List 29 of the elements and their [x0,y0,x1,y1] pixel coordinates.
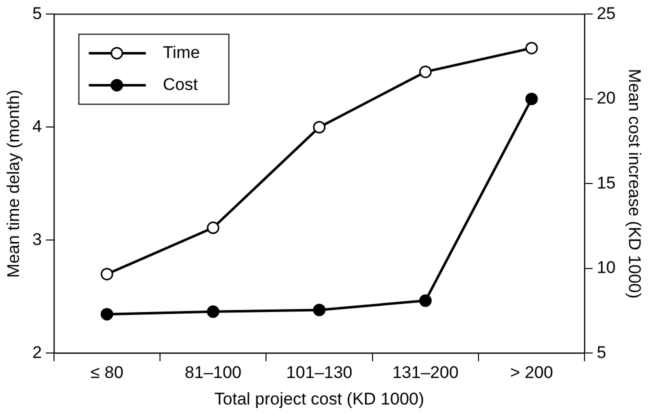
x-tick-label: > 200 [510,363,554,382]
y-tick-label: 5 [32,4,42,23]
point [419,294,432,307]
y2-axis-title: Mean cost increase (KD 1000) [625,68,644,299]
y2-tick-label: 10 [596,258,616,278]
point [525,42,538,54]
y-tick-label: 2 [32,342,42,362]
x-axis-title: Total project cost (KD 1000) [214,389,424,408]
y2-tick-label: 20 [596,88,616,108]
y-tick-label: 4 [32,116,42,136]
point [206,305,220,318]
x-tick-label: 101–130 [286,363,352,382]
y2-tick-label: 5 [596,342,606,362]
point [100,308,114,320]
point [313,304,326,316]
y-axis-title: Mean time delay (month) [4,90,23,278]
x-tick-label: 81–100 [184,363,242,382]
x-tick-label: 131–200 [392,363,459,382]
point [313,120,326,134]
point [525,92,538,106]
point [419,66,432,78]
point [206,222,220,234]
x-tick-label: ≤ 80 [90,363,124,382]
y2-tick-label: 15 [596,173,616,192]
point [100,268,114,280]
y2-tick-label: 25 [596,4,616,23]
legend-label: Cost [162,74,198,94]
y-tick-label: 3 [32,230,42,249]
legend-label: Time [162,42,200,62]
